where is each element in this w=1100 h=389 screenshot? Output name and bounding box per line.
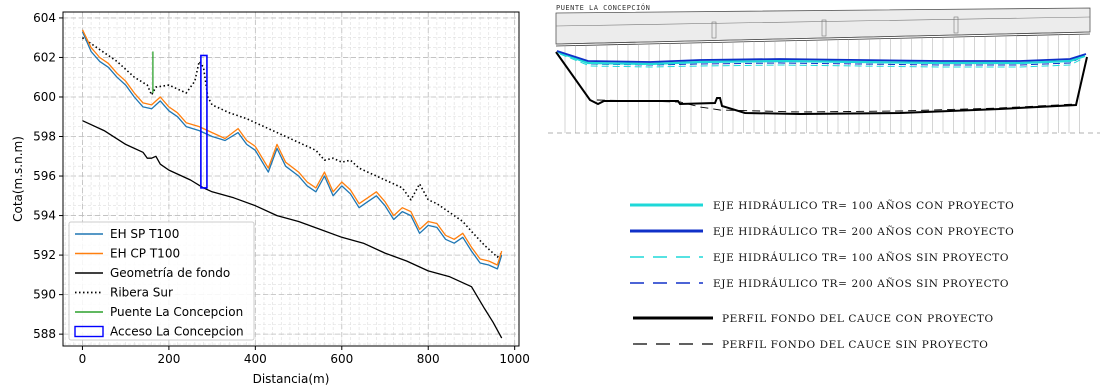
legend-label: Acceso La Concepcion <box>110 325 244 339</box>
series-layer <box>81 29 503 339</box>
series-ribera-sur <box>82 37 503 258</box>
bed-profile-sin-proyecto <box>596 99 1077 113</box>
x-tick-label: 600 <box>330 352 353 366</box>
section-legend-label: EJE HIDRÁULICO TR= 100 AÑOS SIN PROYECTO <box>713 250 1009 264</box>
series-eh-sp-t100 <box>81 31 503 270</box>
legend-box <box>68 221 255 341</box>
section-legend-item: EJE HIDRÁULICO TR= 200 AÑOS SIN PROYECTO <box>630 276 1009 290</box>
y-ticks: 588 590 592 594 596 598 600 602 604 <box>33 11 63 341</box>
bridge-pier-mark <box>953 16 959 34</box>
station-lines <box>564 34 1080 133</box>
section-legend-label: EJE HIDRÁULICO TR= 100 AÑOS CON PROYECTO <box>713 198 1014 212</box>
legend-label: Ribera Sur <box>110 286 173 300</box>
bridge-deck <box>555 7 1091 45</box>
y-tick-label: 596 <box>33 169 56 183</box>
legend-item: EH CP T100 <box>75 247 180 261</box>
legend: EH SP T100 EH CP T100 Geometría de fondo Ri… <box>68 221 255 341</box>
section-title: PUENTE LA CONCEPCIÓN <box>556 3 650 12</box>
bridge-deck-line <box>555 16 1091 27</box>
legend-swatch <box>74 325 104 338</box>
series-geometria-fondo <box>82 120 503 339</box>
section-legend-item: PERFIL FONDO DEL CAUCE CON PROYECTO <box>633 313 994 325</box>
legend-label: EH CP T100 <box>110 247 180 261</box>
x-axis-label: Distancia(m) <box>253 372 330 386</box>
bridge-top-line <box>555 33 1091 47</box>
legend-label: Geometría de fondo <box>110 266 230 280</box>
legend-item: Puente La Concepcion <box>75 305 243 319</box>
cross-section-drawing: PUENTE LA CONCEPCIÓN EJE HIDRÁULICO TR= … <box>548 3 1100 351</box>
section-legend-item: PERFIL FONDO DEL CAUCE SIN PROYECTO <box>633 339 988 351</box>
profile-chart: 0 200 400 600 800 1000 588 590 592 594 596 598 600 6… <box>11 11 530 386</box>
x-ticks: 0 200 400 600 800 1000 <box>79 346 530 366</box>
bridge-pier-mark <box>711 21 717 39</box>
legend-item: Geometría de fondo <box>75 266 230 280</box>
legend-label: EH SP T100 <box>110 227 179 241</box>
x-tick-label: 400 <box>244 352 267 366</box>
y-tick-label: 594 <box>33 209 56 223</box>
y-axis-label: Cota(m.s.n.m) <box>11 136 25 222</box>
x-tick-label: 0 <box>79 352 87 366</box>
y-tick-label: 602 <box>33 50 56 64</box>
x-tick-label: 200 <box>157 352 180 366</box>
y-tick-label: 598 <box>33 130 56 144</box>
section-legend-item: EJE HIDRÁULICO TR= 200 AÑOS CON PROYECTO <box>630 224 1014 238</box>
series-eh-cp-t100 <box>81 29 503 266</box>
bridge-pier-mark <box>821 19 827 37</box>
y-tick-label: 590 <box>33 288 56 302</box>
y-tick-label: 604 <box>33 11 56 25</box>
ws-tr100-con-proyecto <box>557 50 1086 66</box>
section-legend-item: EJE HIDRÁULICO TR= 100 AÑOS SIN PROYECTO <box>630 250 1009 264</box>
section-legend-item: EJE HIDRÁULICO TR= 100 AÑOS CON PROYECTO <box>630 198 1014 212</box>
x-tick-label: 800 <box>417 352 440 366</box>
y-tick-label: 592 <box>33 248 56 262</box>
legend-item: EH SP T100 <box>75 227 179 241</box>
plot-frame <box>62 11 520 347</box>
bed-profile-con-proyecto <box>555 51 1088 116</box>
legend-item: Acceso La Concepcion <box>74 325 244 339</box>
section-legend-label: EJE HIDRÁULICO TR= 200 AÑOS SIN PROYECTO <box>713 276 1009 290</box>
section-legend-label: PERFIL FONDO DEL CAUCE CON PROYECTO <box>722 313 994 325</box>
y-tick-label: 600 <box>33 90 56 104</box>
ws-tr100-sin-proyecto <box>559 53 1085 68</box>
section-legend-label: PERFIL FONDO DEL CAUCE SIN PROYECTO <box>722 339 988 351</box>
y-tick-label: 588 <box>33 327 56 341</box>
section-legend: EJE HIDRÁULICO TR= 100 AÑOS CON PROYECTO… <box>630 198 1014 351</box>
x-tick-label: 1000 <box>499 352 530 366</box>
bridge-deck-line-2 <box>555 31 1091 45</box>
legend-label: Puente La Concepcion <box>110 305 243 319</box>
series-acceso-la-concepcion <box>200 54 208 189</box>
section-legend-label: EJE HIDRÁULICO TR= 200 AÑOS CON PROYECTO <box>713 224 1014 238</box>
ws-tr200-con-proyecto <box>556 50 1087 63</box>
legend-item: Ribera Sur <box>75 286 173 300</box>
